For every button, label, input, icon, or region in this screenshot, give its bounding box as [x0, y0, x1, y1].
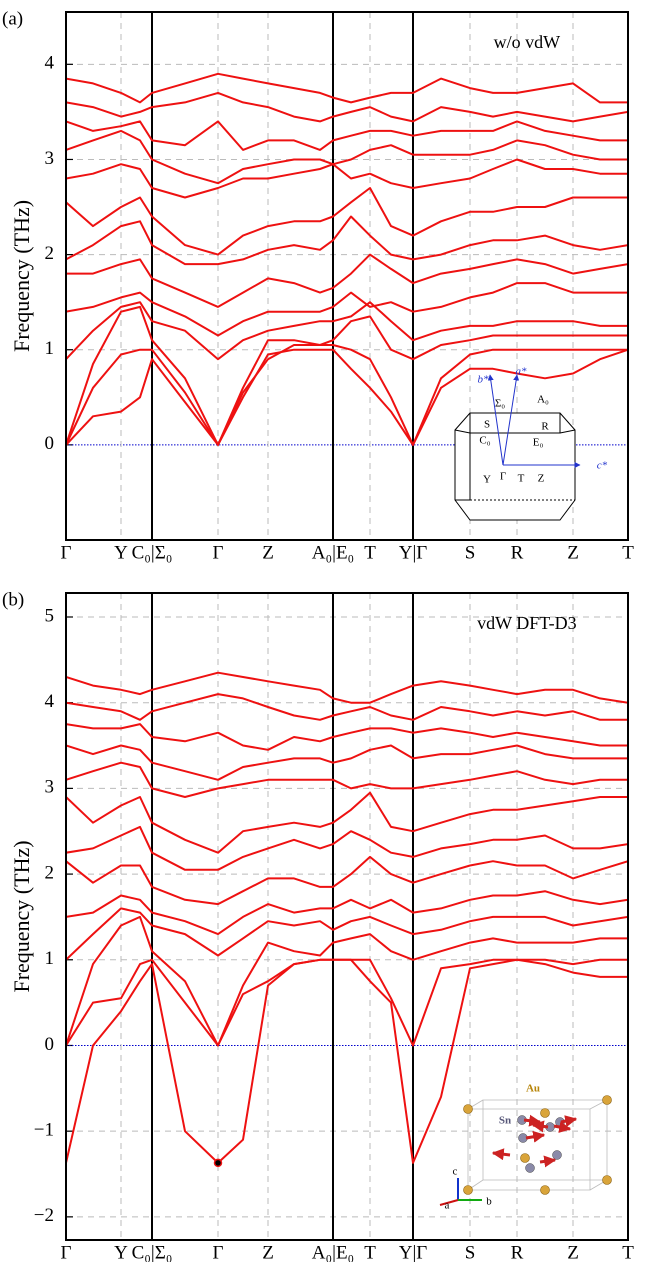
y-tick-label: 0	[45, 433, 55, 454]
x-tick-label: Y|Γ	[399, 1242, 428, 1262]
y-tick-label: 0	[45, 1034, 55, 1055]
x-tick-label: T	[622, 1242, 634, 1262]
band-line	[66, 253, 628, 308]
band-line	[66, 305, 628, 446]
x-tick-label: Γ	[213, 542, 224, 563]
band-line	[66, 907, 628, 961]
inset-label: a	[445, 1200, 450, 1212]
inset-label: Sn	[499, 1115, 511, 1127]
y-tick-label: 5	[45, 605, 55, 626]
bz-inset	[454, 374, 581, 521]
y-tick-label: −1	[34, 1120, 54, 1141]
x-tick-label: A₀|E₀	[312, 542, 354, 563]
y-axis-title: Frequency (THz)	[9, 840, 34, 992]
inset-label: c	[453, 1166, 458, 1178]
band-line	[66, 158, 628, 199]
inset-label: S	[484, 419, 490, 431]
band-line	[66, 958, 628, 1164]
x-tick-label: Z	[262, 542, 274, 563]
x-tick-label: Γ	[213, 1242, 224, 1262]
band-line	[66, 129, 628, 185]
crystal-inset	[439, 1095, 612, 1206]
x-tick-label: Y	[114, 542, 128, 563]
band-line	[66, 791, 628, 854]
inset-label: T	[518, 473, 525, 485]
panel: −2 −1 0 1 2 3 4 5 Γ Y C₀|Σ₀ Γ Z A₀|E₀ T Y|Γ S R Z T (b) vdW D…	[2, 589, 634, 1262]
band-line	[66, 187, 628, 256]
band-line	[66, 855, 628, 906]
y-tick-label: −2	[34, 1205, 54, 1226]
x-tick-label: A₀|E₀	[312, 1242, 354, 1262]
x-tick-label: R	[511, 542, 524, 563]
inset-label: A₀	[537, 394, 549, 406]
x-tick-label: Z	[567, 1242, 579, 1262]
band-line	[66, 825, 628, 871]
inset-label: Z	[538, 473, 545, 485]
inset-label: Au	[526, 1083, 540, 1095]
inset-label: E₀	[533, 437, 544, 449]
y-tick-label: 1	[45, 338, 55, 359]
y-tick-label: 3	[45, 148, 55, 169]
x-tick-label: C₀|Σ₀	[132, 542, 173, 563]
inset-label: R	[541, 421, 549, 433]
band-line	[66, 761, 628, 798]
inset-label: C₀	[479, 435, 490, 447]
x-tick-label: S	[465, 542, 476, 563]
band-line	[66, 120, 628, 151]
bands	[66, 671, 628, 1164]
band-line	[66, 72, 628, 104]
x-tick-label: Y|Γ	[399, 542, 428, 563]
band-line	[66, 301, 628, 361]
bands	[66, 72, 628, 446]
annotation: vdW DFT-D3	[477, 613, 577, 633]
y-tick-label: 1	[45, 948, 55, 969]
y-tick-label: 4	[45, 691, 55, 712]
y-axis-title: Frequency (THz)	[9, 200, 34, 352]
inset-label: b*	[478, 374, 490, 386]
y-tick-label: 2	[45, 862, 55, 883]
band-line	[66, 693, 628, 721]
band-line	[66, 91, 628, 123]
inset-label: b	[486, 1196, 492, 1208]
x-tick-label: Y	[114, 1242, 128, 1262]
plot-frame	[65, 592, 629, 1241]
band-line	[66, 671, 628, 704]
x-tick-label: Z	[567, 542, 579, 563]
highlight-point	[213, 1158, 223, 1168]
band-line	[66, 915, 628, 1047]
y-tick-label: 2	[45, 243, 55, 264]
plot-frame	[65, 11, 629, 541]
panel-label: (a)	[2, 8, 23, 29]
x-tick-label: C₀|Σ₀	[132, 1242, 173, 1262]
inset-label: c*	[597, 460, 608, 472]
x-tick-label: T	[364, 1242, 376, 1262]
panel-label: (b)	[2, 589, 24, 610]
x-tick-label: Γ	[61, 542, 72, 563]
band-line	[66, 958, 628, 1047]
band-line	[66, 744, 628, 781]
band-line	[66, 282, 628, 337]
band-line	[66, 215, 628, 266]
band-line	[66, 890, 628, 936]
x-tick-label: Z	[262, 1242, 274, 1262]
x-tick-label: R	[511, 1242, 524, 1262]
inset-label: Γ	[500, 471, 506, 483]
x-tick-label: Γ	[61, 1242, 72, 1262]
y-tick-label: 3	[45, 777, 55, 798]
x-tick-label: T	[622, 542, 634, 563]
annotation: w/o vdW	[494, 32, 561, 52]
inset-label: a*	[516, 366, 528, 378]
band-line	[66, 344, 628, 446]
x-tick-label: S	[465, 1242, 476, 1262]
band-line	[66, 723, 628, 751]
y-tick-label: 4	[45, 53, 55, 74]
band-line	[66, 348, 628, 446]
inset-label: Y	[483, 474, 491, 486]
x-tick-label: T	[364, 542, 376, 563]
inset-label: Σ₀	[495, 398, 505, 410]
